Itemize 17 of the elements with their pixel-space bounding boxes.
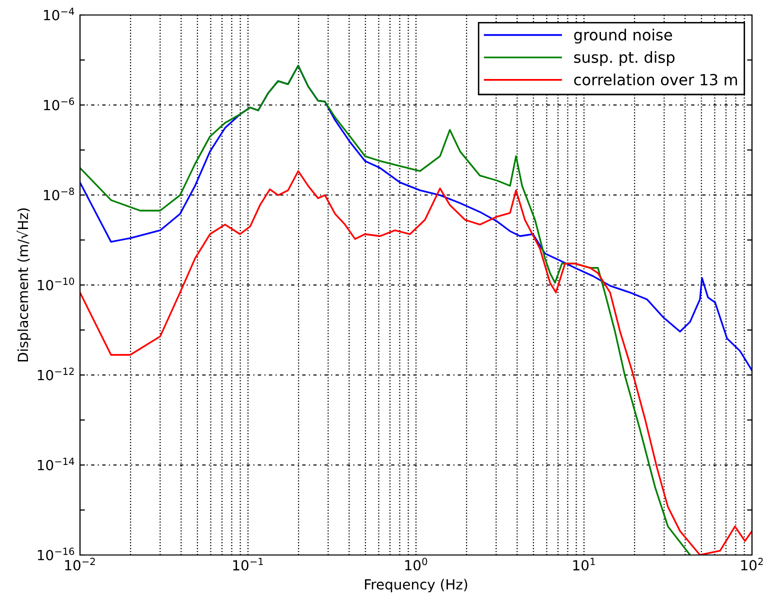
legend-label: correlation over 13 m xyxy=(574,74,737,86)
y-tick-label: 10$^{−14}$ xyxy=(38,458,74,470)
y-axis-title: Displacement (m/√Hz) xyxy=(16,208,31,362)
y-tick-label: 10$^{−12}$ xyxy=(38,368,74,380)
x-tick-label: 10$^{1}$ xyxy=(573,558,595,571)
x-axis-title: Frequency (Hz) xyxy=(364,578,468,592)
x-tick-label: 10$^{−2}$ xyxy=(65,558,95,571)
y-tick-label: 10$^{−6}$ xyxy=(44,98,74,110)
x-tick-label: 10$^{0}$ xyxy=(405,558,428,571)
y-tick-label: 10$^{−10}$ xyxy=(38,278,74,290)
y-tick-label: 10$^{−4}$ xyxy=(44,8,74,20)
x-tick-label: 10$^{−1}$ xyxy=(233,558,263,571)
y-tick-label: 10$^{−8}$ xyxy=(44,188,74,200)
x-tick-label: 10$^{2}$ xyxy=(741,558,763,571)
y-tick-label: 10$^{−16}$ xyxy=(38,548,74,560)
legend-label: ground noise xyxy=(574,28,672,44)
legend-label: susp. pt. disp xyxy=(574,51,674,66)
